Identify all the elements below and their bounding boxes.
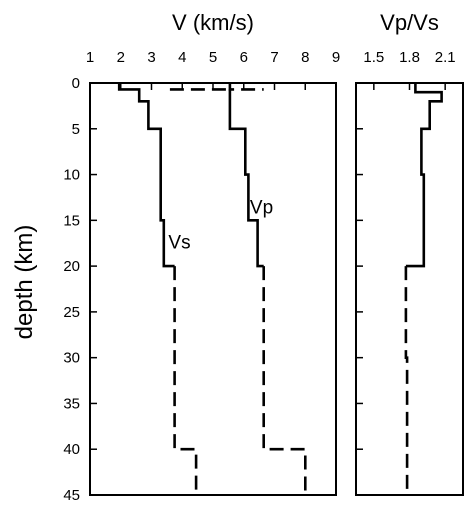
y-axis-label: depth (km) (11, 225, 38, 340)
series-line-dashed (262, 266, 307, 495)
x-tick-label: 6 (240, 49, 248, 66)
y-tick-label: 35 (63, 395, 80, 412)
y-tick-label: 25 (63, 304, 80, 321)
x-tick-label: 2 (117, 49, 125, 66)
x-tick-label: 1 (86, 49, 94, 66)
x-tick-label: 8 (301, 49, 309, 66)
series-line-dashed (169, 83, 264, 91)
plot-frame (355, 82, 464, 496)
series-line-solid (405, 83, 443, 268)
y-tick-label: 20 (63, 258, 80, 275)
x-tick-label: 9 (332, 49, 340, 66)
x-tick-label: 2.1 (435, 49, 456, 66)
x-tick-label: 3 (147, 49, 155, 66)
y-tick-label: 10 (63, 167, 80, 184)
chart-title: Vp/Vs (380, 10, 439, 35)
vpvs-ratio-panel: Vp/Vs 1.5 1.8 2.1 (355, 10, 464, 496)
series-line-dashed (404, 266, 409, 495)
plot-frame (89, 82, 337, 496)
series-line-solid (117, 83, 175, 268)
y-tick-label: 40 (63, 441, 80, 458)
series-line-dashed (173, 266, 198, 495)
series-line-solid (228, 89, 264, 268)
y-tick-label: 15 (63, 212, 80, 229)
y-tick-label: 5 (72, 121, 80, 138)
series-annotation: Vp (250, 198, 273, 219)
x-tick-label: 4 (178, 49, 186, 66)
y-tick-label: 0 (72, 75, 80, 92)
x-tick-label: 1.5 (363, 49, 384, 66)
x-tick-label: 5 (209, 49, 217, 66)
chart-title: V (km/s) (172, 10, 254, 35)
x-tick-label: 1.8 (399, 49, 420, 66)
y-tick-label: 30 (63, 350, 80, 367)
x-tick-label: 7 (270, 49, 278, 66)
y-tick-label: 45 (63, 487, 80, 504)
series-annotation: Vs (168, 232, 190, 253)
